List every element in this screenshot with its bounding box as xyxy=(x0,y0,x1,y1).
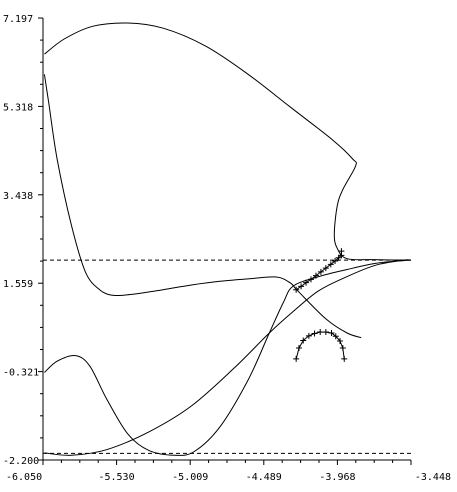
cross-marker xyxy=(332,333,339,340)
y-tick-label: -0.321 xyxy=(3,368,39,379)
x-tick-label: -5.530 xyxy=(98,472,134,483)
cross-marker xyxy=(339,345,346,352)
cross-marker xyxy=(295,345,302,352)
cross-marker xyxy=(293,355,300,362)
cross-marker xyxy=(311,330,318,337)
cross-marker xyxy=(337,337,344,344)
cross-marker xyxy=(322,265,329,272)
y-tick-label: 1.559 xyxy=(3,279,33,290)
x-tick-label: -6.050 xyxy=(6,472,42,483)
cross-marker xyxy=(322,329,329,336)
x-tick-label: -5.009 xyxy=(172,472,208,483)
cross-marker xyxy=(317,268,324,275)
cross-marker xyxy=(312,272,319,279)
y-tick-label: 5.318 xyxy=(3,102,33,113)
cross-marker xyxy=(332,258,339,265)
cross-marker xyxy=(298,283,305,290)
x-tick-label: -3.968 xyxy=(319,472,355,483)
cross-marker xyxy=(327,261,334,268)
x-tick-label: -3.448 xyxy=(415,472,451,483)
cross-marker xyxy=(341,355,348,362)
cross-series-line-5 xyxy=(295,251,342,291)
cross-marker xyxy=(305,332,312,339)
cross-marker xyxy=(328,330,335,337)
cross-marker xyxy=(303,279,310,286)
reference-lines xyxy=(43,259,411,454)
y-tick-label: -2.200 xyxy=(3,456,39,467)
cross-marker xyxy=(338,248,345,255)
cross-marker xyxy=(300,337,307,344)
tick-labels: -2.200 -0.321 1.559 3.438 5.318 7.197 -6.050 -5… xyxy=(3,14,451,483)
series-line-3 xyxy=(44,259,412,456)
y-tick-label: 3.438 xyxy=(3,191,33,202)
series-line-1 xyxy=(44,22,412,261)
chart-axes xyxy=(38,17,412,465)
y-tick-label: 7.197 xyxy=(3,14,33,25)
series-line-2 xyxy=(43,74,362,339)
cross-marker xyxy=(308,276,315,283)
x-tick-label: -4.489 xyxy=(246,472,282,483)
cross-marker xyxy=(293,286,300,293)
series-line-4 xyxy=(44,259,412,456)
chart-series xyxy=(43,22,412,456)
cross-marker xyxy=(317,329,324,336)
